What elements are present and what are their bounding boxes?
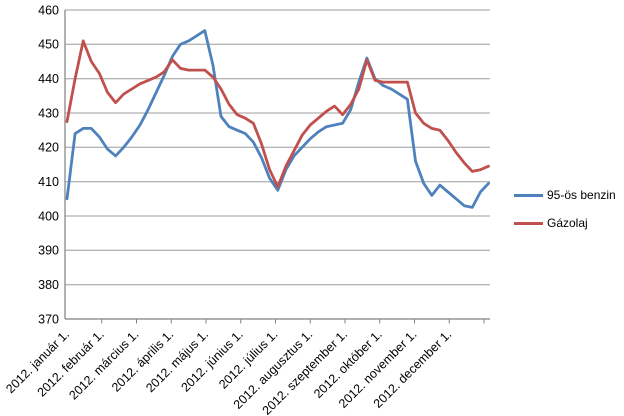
- y-axis-label: 380: [38, 278, 59, 292]
- legend-line-sample-benzin: [514, 194, 543, 197]
- y-axis-label: 450: [38, 38, 59, 52]
- y-axis-label: 390: [38, 244, 59, 258]
- y-axis-label: 410: [38, 175, 59, 189]
- series-line-gazolaj[interactable]: [65, 39, 490, 189]
- y-axis-label: 430: [38, 106, 59, 120]
- legend-item-benzin[interactable]: 95-ös benzin: [514, 188, 616, 203]
- y-axis-label: 460: [38, 3, 59, 17]
- legend-line-sample-gazolaj: [514, 222, 543, 225]
- y-axis-label: 370: [38, 312, 59, 326]
- y-axis-label: 440: [38, 72, 59, 86]
- legend-label-benzin: 95-ös benzin: [547, 188, 616, 202]
- series-line-benzin[interactable]: [65, 29, 490, 209]
- legend-label-gazolaj: Gázolaj: [547, 216, 588, 230]
- y-axis-label: 420: [38, 141, 59, 155]
- y-axis-label: 400: [38, 209, 59, 223]
- chart-legend: 95-ös benzin Gázolaj: [514, 188, 616, 231]
- legend-item-gazolaj[interactable]: Gázolaj: [514, 216, 616, 231]
